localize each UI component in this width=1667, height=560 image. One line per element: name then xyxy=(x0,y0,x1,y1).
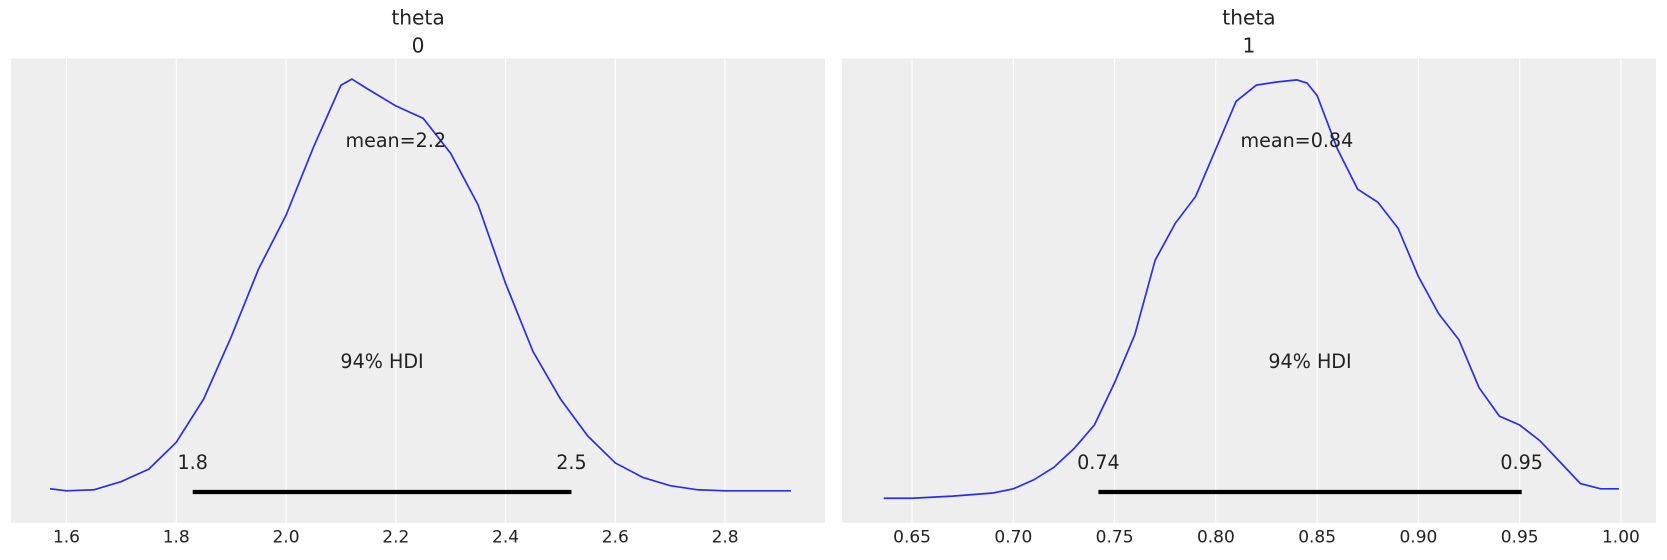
hdi-bound-label: 2.5 xyxy=(556,451,586,474)
mean-label: mean=2.2 xyxy=(345,129,446,152)
x-tick-label: 2.8 xyxy=(712,528,739,548)
x-tick-label: 0.65 xyxy=(893,528,931,548)
subtitle: 1 xyxy=(1243,33,1256,57)
x-tick-label: 2.0 xyxy=(272,528,299,548)
x-tick-label: 1.6 xyxy=(53,528,80,548)
hdi-label: 94% HDI xyxy=(340,350,423,373)
x-tick-label: 0.85 xyxy=(1298,528,1336,548)
x-tick-label: 2.6 xyxy=(602,528,629,548)
x-tick-label: 2.2 xyxy=(382,528,409,548)
density-line xyxy=(49,78,791,492)
x-tick-label: 1.00 xyxy=(1602,528,1640,548)
x-tick-label: 0.90 xyxy=(1399,528,1437,548)
x-tick-label: 0.75 xyxy=(1096,528,1134,548)
x-tick-label: 2.4 xyxy=(492,528,519,548)
plot-area xyxy=(11,58,825,523)
subtitle: 0 xyxy=(412,33,425,57)
x-tick-label: 0.95 xyxy=(1501,528,1539,548)
density-line xyxy=(883,79,1619,500)
hdi-label: 94% HDI xyxy=(1268,350,1351,373)
x-tick-label: 0.80 xyxy=(1197,528,1235,548)
plot-area xyxy=(842,58,1656,523)
hdi-bound-label: 0.95 xyxy=(1500,451,1543,474)
title: theta xyxy=(391,6,444,30)
title: theta xyxy=(1222,6,1275,30)
hdi-bound-label: 1.8 xyxy=(178,451,208,474)
mean-label: mean=0.84 xyxy=(1240,129,1353,152)
x-tick-label: 0.70 xyxy=(994,528,1032,548)
hdi-bound-label: 0.74 xyxy=(1077,451,1120,474)
x-tick-label: 1.8 xyxy=(163,528,190,548)
